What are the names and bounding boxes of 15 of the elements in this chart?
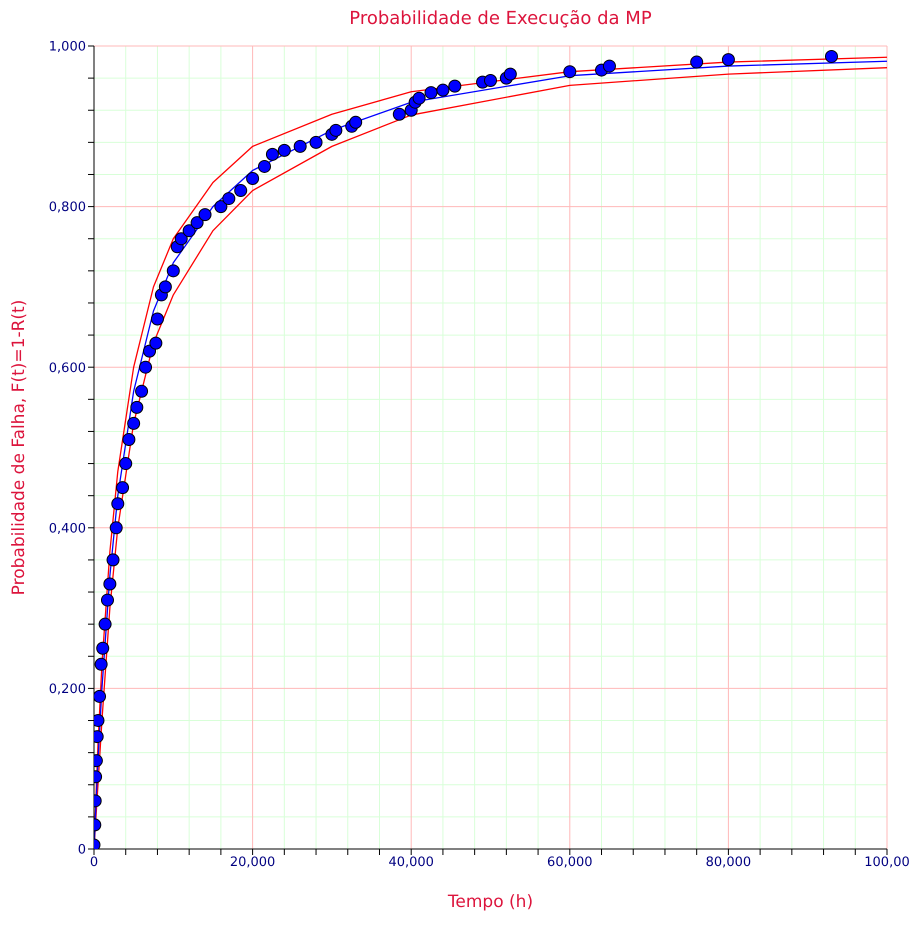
chart-title: Probabilidade de Execução da MP [348,8,653,31]
y-tick-label: 0,800 [48,200,86,216]
x-tick-label: 40,000 [388,855,434,870]
x-tick-label: 60,000 [547,855,593,870]
y-tick-label: 0,200 [48,682,86,698]
x-tick-label: 80,000 [706,855,752,870]
x-tick-label: 100,00 [864,855,910,870]
y-tick-label: 0,600 [48,360,86,376]
x-tick-label: 0 [90,855,98,870]
y-tick-label: 0,400 [48,521,86,536]
y-tick-label: 1,000 [48,40,86,55]
y-tick-label: 0 [78,842,86,858]
x-axis-title: Tempo (h) [446,892,534,912]
x-tick-label: 20,000 [230,855,276,870]
y-axis-title: Probabilidade de Falha, F(t)=1-R(t) [9,300,30,596]
